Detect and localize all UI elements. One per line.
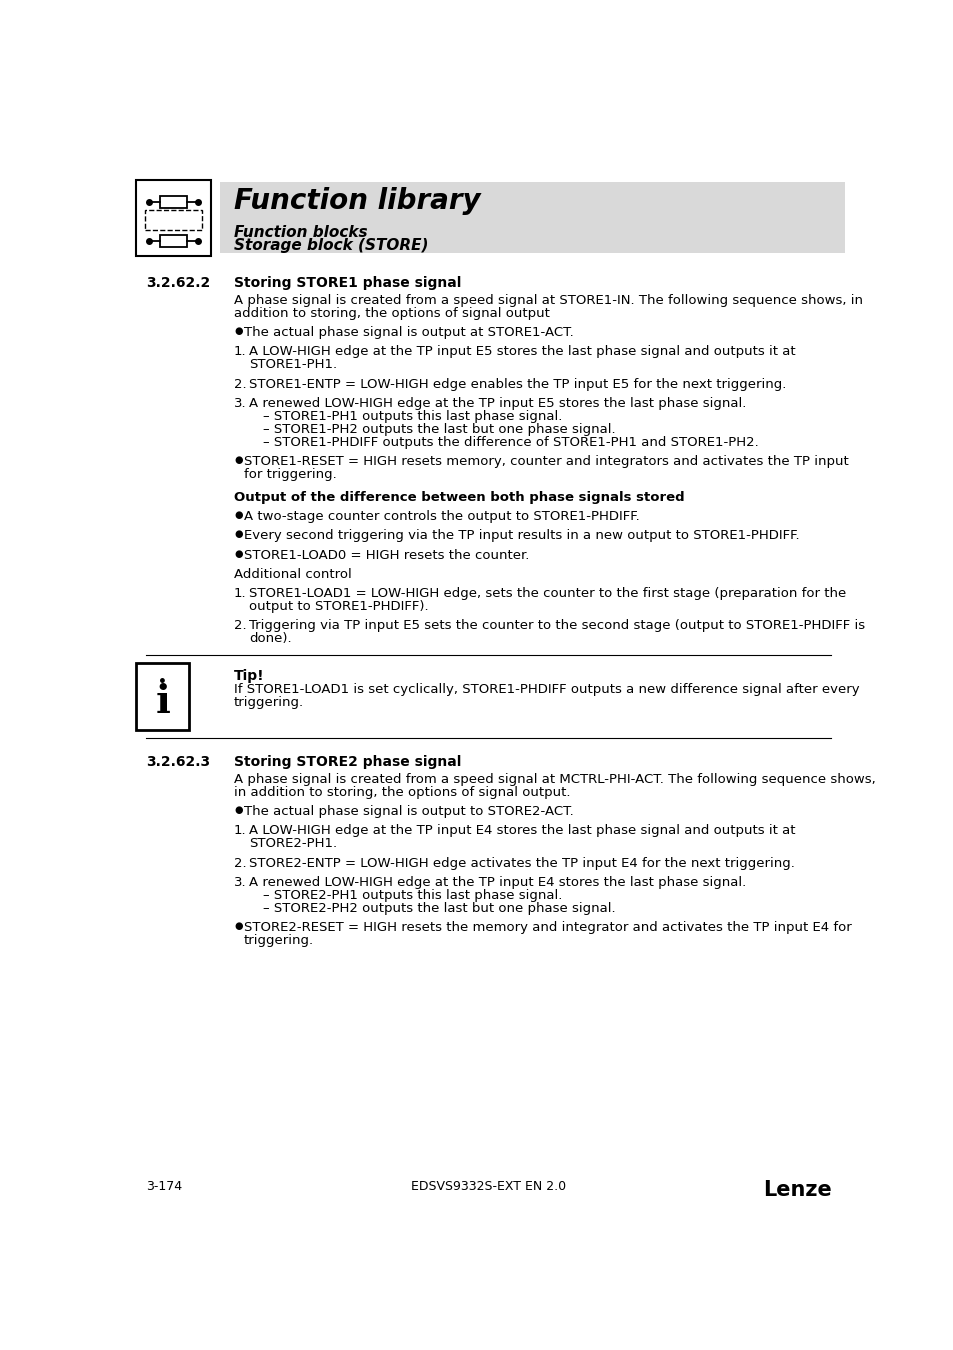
Bar [136,663,189,730]
Text: The actual phase signal is output to STORE2-ACT.: The actual phase signal is output to STO… [244,805,573,818]
Text: ●: ● [233,455,242,466]
Text: 1.: 1. [233,825,246,837]
Text: STORE2-RESET = HIGH resets the memory and integrator and activates the TP input : STORE2-RESET = HIGH resets the memory an… [244,921,851,934]
Text: STORE1-ENTP = LOW-HIGH edge enables the TP input E5 for the next triggering.: STORE1-ENTP = LOW-HIGH edge enables the … [249,378,786,390]
Text: A renewed LOW-HIGH edge at the TP input E5 stores the last phase signal.: A renewed LOW-HIGH edge at the TP input … [249,397,746,410]
Text: 1.: 1. [233,346,246,358]
Text: triggering.: triggering. [244,934,314,948]
Text: 3.: 3. [233,876,246,888]
Text: A renewed LOW-HIGH edge at the TP input E4 stores the last phase signal.: A renewed LOW-HIGH edge at the TP input … [249,876,746,888]
Text: Storing STORE2 phase signal: Storing STORE2 phase signal [233,755,461,770]
Text: A LOW-HIGH edge at the TP input E5 stores the last phase signal and outputs it a: A LOW-HIGH edge at the TP input E5 store… [249,346,795,358]
Text: 2.: 2. [233,378,246,390]
Text: 2.: 2. [233,620,246,632]
Text: ●: ● [233,805,242,815]
Text: STORE1-LOAD0 = HIGH resets the counter.: STORE1-LOAD0 = HIGH resets the counter. [244,548,529,562]
Text: STORE2-PH1.: STORE2-PH1. [249,837,337,850]
Text: The actual phase signal is output at STORE1-ACT.: The actual phase signal is output at STO… [244,325,573,339]
Text: 3.2.62.3: 3.2.62.3 [146,755,211,770]
Text: Additional control: Additional control [233,568,352,580]
Text: output to STORE1-PHDIFF).: output to STORE1-PHDIFF). [249,601,429,613]
Text: – STORE2-PH1 outputs this last phase signal.: – STORE2-PH1 outputs this last phase sig… [262,888,561,902]
Text: – STORE1-PH1 outputs this last phase signal.: – STORE1-PH1 outputs this last phase sig… [262,410,561,423]
Text: Tip!: Tip! [233,668,264,683]
Text: triggering.: triggering. [233,695,304,709]
Text: for triggering.: for triggering. [244,468,336,482]
Text: ●: ● [233,510,242,520]
Text: in addition to storing, the options of signal output.: in addition to storing, the options of s… [233,786,570,799]
Text: Every second triggering via the TP input results in a new output to STORE1-PHDIF: Every second triggering via the TP input… [244,529,799,543]
Text: 2.: 2. [233,856,246,869]
Text: If STORE1-LOAD1 is set cyclically, STORE1-PHDIFF outputs a new difference signal: If STORE1-LOAD1 is set cyclically, STORE… [233,683,859,695]
Text: done).: done). [249,632,292,645]
Text: STORE1-PH1.: STORE1-PH1. [249,358,337,371]
Text: Output of the difference between both phase signals stored: Output of the difference between both ph… [233,491,684,504]
Bar [136,181,211,256]
Text: 3-174: 3-174 [146,1180,182,1193]
Text: addition to storing, the options of signal output: addition to storing, the options of sign… [233,306,549,320]
Text: Lenze: Lenze [762,1180,831,1200]
Text: – STORE2-PH2 outputs the last but one phase signal.: – STORE2-PH2 outputs the last but one ph… [262,902,615,915]
Text: A LOW-HIGH edge at the TP input E4 stores the last phase signal and outputs it a: A LOW-HIGH edge at the TP input E4 store… [249,825,795,837]
Text: A phase signal is created from a speed signal at MCTRL-PHI-ACT. The following se: A phase signal is created from a speed s… [233,772,875,786]
Text: ●: ● [233,548,242,559]
Text: A two-stage counter controls the output to STORE1-PHDIFF.: A two-stage counter controls the output … [244,510,639,522]
Text: ●: ● [233,921,242,931]
Text: Storage block (STORE): Storage block (STORE) [233,238,428,254]
Text: – STORE1-PHDIFF outputs the difference of STORE1-PH1 and STORE1-PH2.: – STORE1-PHDIFF outputs the difference o… [262,436,758,450]
Text: Function library: Function library [233,186,480,215]
Text: A phase signal is created from a speed signal at STORE1-IN. The following sequen: A phase signal is created from a speed s… [233,294,862,306]
Text: 1.: 1. [233,587,246,599]
Text: i: i [155,683,170,721]
Text: 3.2.62.2: 3.2.62.2 [146,275,211,290]
Text: Function blocks: Function blocks [233,225,367,240]
Text: •: • [158,675,167,688]
Text: – STORE1-PH2 outputs the last but one phase signal.: – STORE1-PH2 outputs the last but one ph… [262,423,615,436]
Text: EDSVS9332S-EXT EN 2.0: EDSVS9332S-EXT EN 2.0 [411,1180,566,1193]
Text: 3.: 3. [233,397,246,410]
Text: STORE2-ENTP = LOW-HIGH edge activates the TP input E4 for the next triggering.: STORE2-ENTP = LOW-HIGH edge activates th… [249,856,795,869]
Text: STORE1-RESET = HIGH resets memory, counter and integrators and activates the TP : STORE1-RESET = HIGH resets memory, count… [244,455,848,468]
Text: ●: ● [233,325,242,336]
Bar [159,196,187,208]
Text: Storing STORE1 phase signal: Storing STORE1 phase signal [233,275,461,290]
Text: Triggering via TP input E5 sets the counter to the second stage (output to STORE: Triggering via TP input E5 sets the coun… [249,620,864,632]
Bar [159,235,187,247]
Text: STORE1-LOAD1 = LOW-HIGH edge, sets the counter to the first stage (preparation f: STORE1-LOAD1 = LOW-HIGH edge, sets the c… [249,587,846,599]
Bar [220,182,843,252]
Text: ●: ● [233,529,242,539]
Bar [145,209,202,230]
